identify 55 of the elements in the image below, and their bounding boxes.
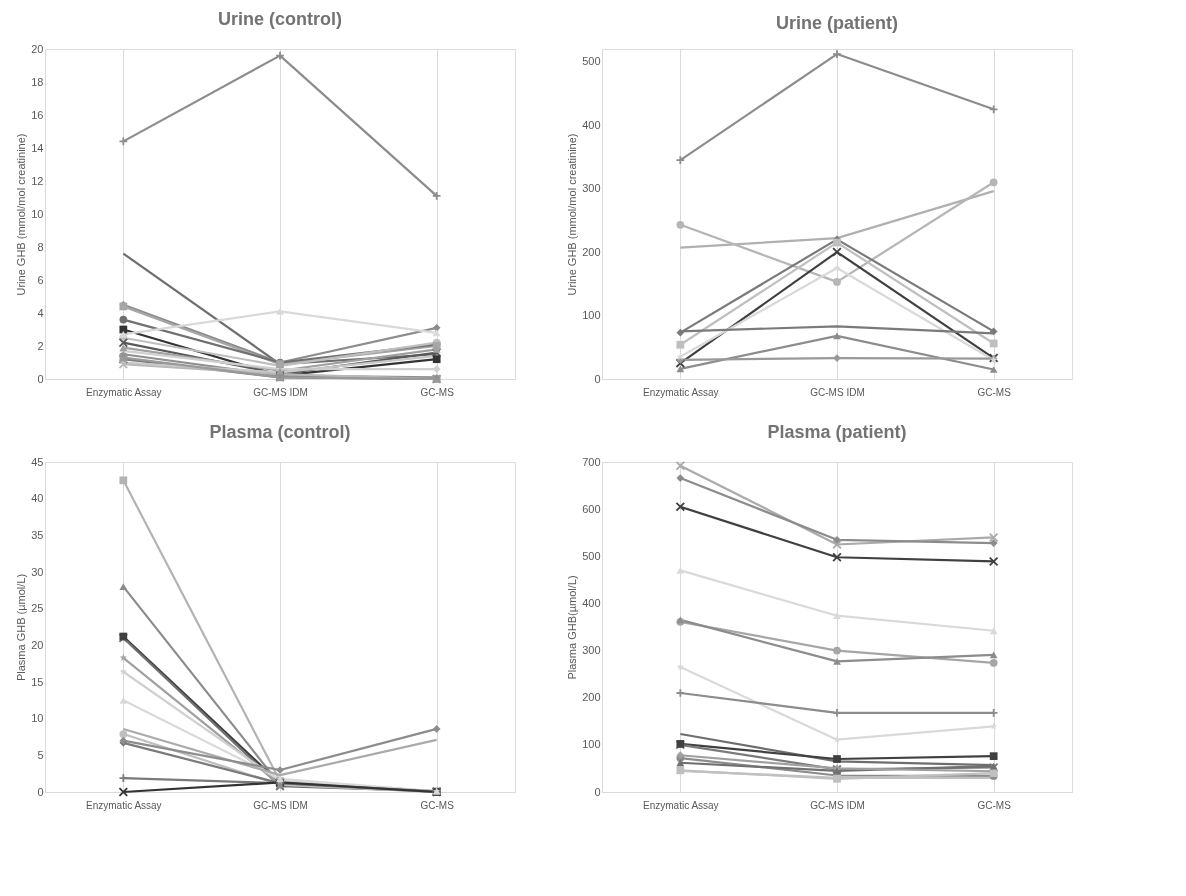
chart-title: Plasma (control)	[209, 422, 351, 442]
y-tick-label: 10	[31, 712, 44, 725]
y-tick-label: 500	[582, 549, 601, 562]
x-tick-label: Enzymatic Assay	[86, 799, 162, 811]
y-tick-label: 0	[594, 372, 601, 385]
y-tick-label: 5	[37, 748, 44, 761]
x-tick-label: GC-MS IDM	[253, 386, 308, 398]
y-tick-label: 300	[582, 182, 601, 195]
x-tick-label: GC-MS IDM	[810, 799, 865, 811]
y-tick-label: 35	[31, 528, 44, 541]
y-tick-label: 4	[37, 306, 44, 319]
y-tick-label: 100	[582, 738, 601, 751]
y-tick-label: 10	[31, 207, 44, 220]
y-tick-label: 200	[582, 245, 601, 258]
y-tick-label: 25	[31, 602, 44, 615]
y-tick-label: 400	[582, 596, 601, 609]
y-axis-title: Urine GHB (mmol/mol creatinine)	[15, 133, 28, 296]
x-tick-label: Enzymatic Assay	[643, 386, 719, 398]
y-tick-label: 12	[31, 174, 44, 187]
y-tick-label: 2	[37, 339, 44, 352]
chart-title: Urine (patient)	[775, 12, 899, 33]
y-tick-label: 0	[37, 372, 44, 385]
y-axis-title: Plasma GHB (µmol/L)	[15, 573, 28, 682]
y-tick-label: 6	[37, 273, 44, 286]
x-tick-label: GC-MS IDM	[810, 386, 865, 398]
chart-title: Plasma (patient)	[767, 422, 907, 442]
y-tick-label: 18	[31, 75, 44, 88]
y-tick-label: 40	[31, 492, 44, 505]
y-tick-label: 200	[582, 691, 601, 704]
x-tick-label: GC-MS	[977, 386, 1012, 398]
x-tick-label: GC-MS	[977, 799, 1012, 811]
y-tick-label: 600	[582, 502, 601, 515]
y-tick-label: 30	[31, 565, 44, 578]
y-axis-title: Urine GHB (mmol/mol creatinine)	[566, 133, 579, 296]
y-tick-label: 20	[31, 638, 44, 651]
x-tick-label: GC-MS IDM	[253, 799, 308, 811]
x-tick-label: GC-MS	[420, 386, 455, 398]
x-tick-label: GC-MS	[420, 799, 455, 811]
x-tick-label: Enzymatic Assay	[86, 386, 162, 398]
y-tick-label: 0	[37, 785, 44, 798]
y-axis-title: Plasma GHB(µmol/L)	[566, 575, 579, 680]
x-tick-label: Enzymatic Assay	[643, 799, 719, 811]
y-tick-label: 45	[31, 455, 44, 468]
y-tick-label: 8	[37, 240, 44, 253]
y-tick-label: 300	[582, 644, 601, 657]
y-tick-label: 20	[31, 42, 44, 55]
y-tick-label: 14	[31, 141, 44, 154]
y-tick-label: 400	[582, 118, 601, 131]
y-tick-label: 15	[31, 675, 44, 688]
y-tick-label: 0	[594, 785, 601, 798]
y-tick-label: 16	[31, 108, 44, 121]
y-tick-label: 100	[582, 309, 601, 322]
y-tick-label: 700	[582, 455, 601, 468]
y-tick-label: 500	[582, 55, 601, 68]
chart-title: Urine (control)	[218, 9, 342, 29]
